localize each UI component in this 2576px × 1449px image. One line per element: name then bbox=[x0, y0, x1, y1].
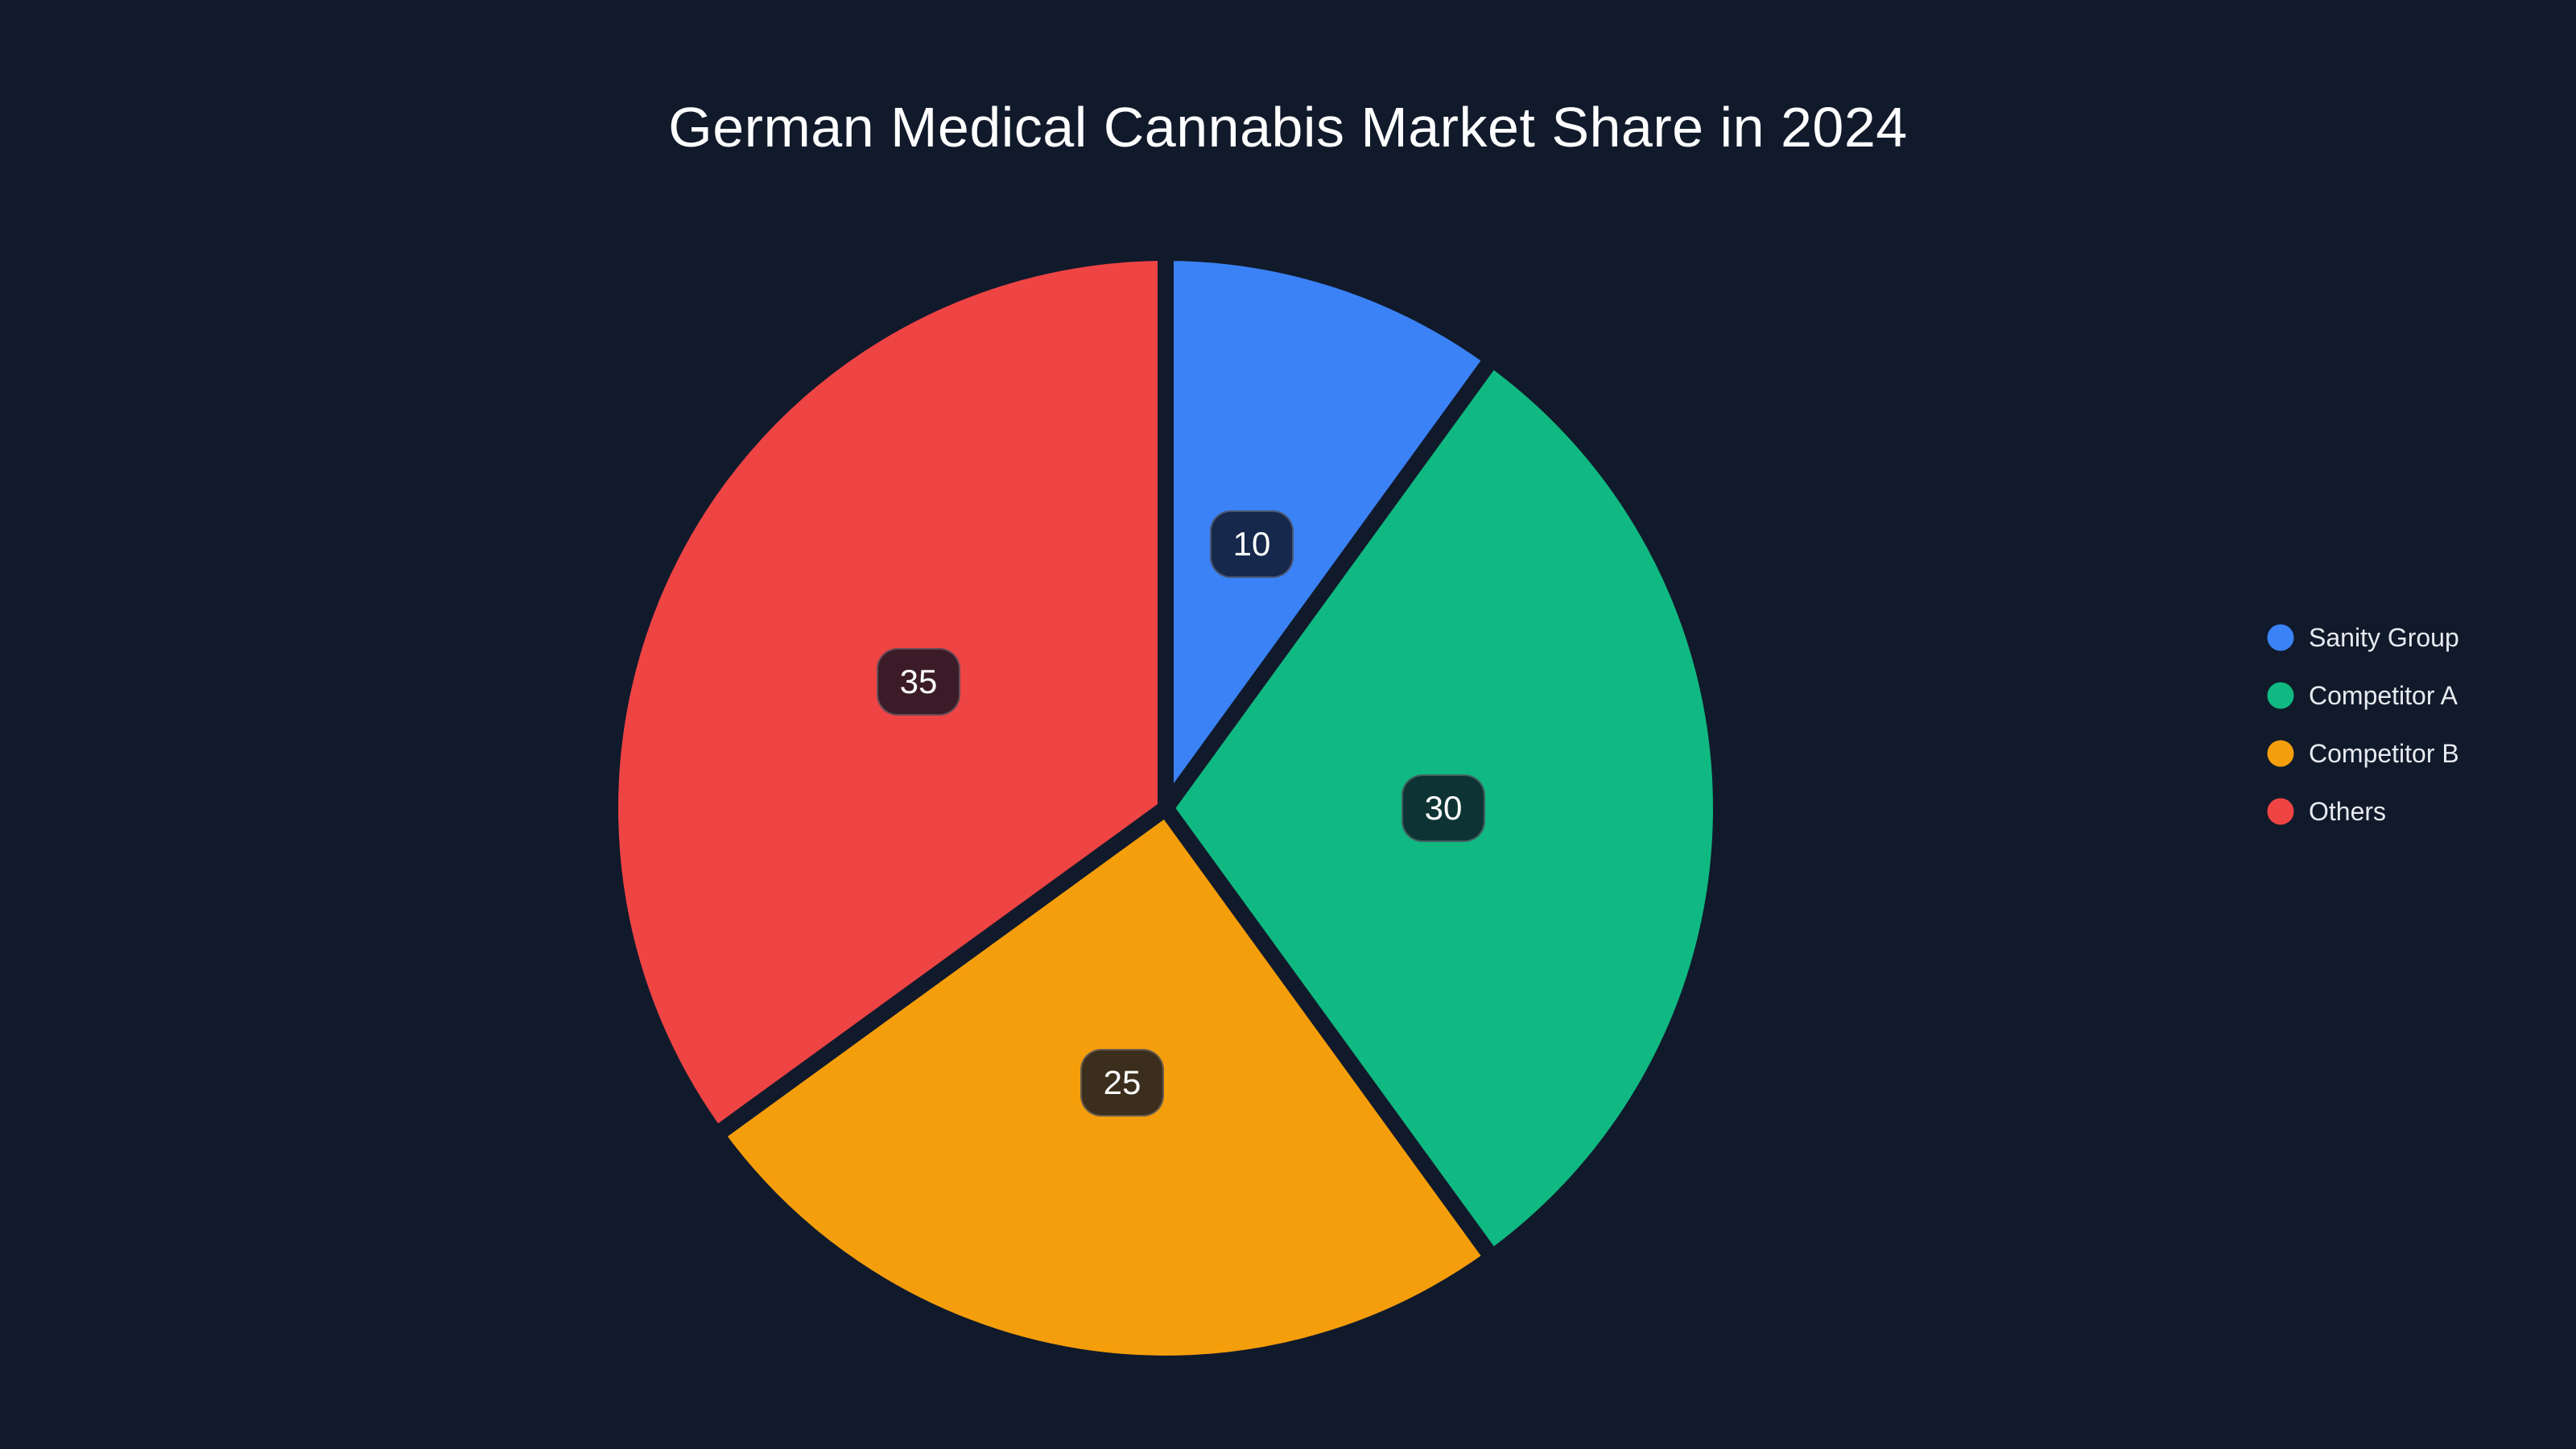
legend-item-sanity-group[interactable]: Sanity Group bbox=[2267, 609, 2459, 667]
pie-slice-sanity-group[interactable] bbox=[1158, 245, 1501, 816]
legend-item-label: Sanity Group bbox=[2309, 622, 2459, 652]
chart-legend: Sanity Group Competitor A Competitor B O… bbox=[2267, 609, 2459, 840]
chart-title: German Medical Cannabis Market Share in … bbox=[668, 96, 1908, 159]
legend-item-label: Competitor A bbox=[2309, 680, 2458, 710]
slice-value-label-competitor-b: 25 bbox=[1080, 1049, 1164, 1117]
slice-value-label-sanity-group: 10 bbox=[1210, 510, 1294, 578]
legend-item-label: Others bbox=[2309, 796, 2387, 826]
legend-item-competitor-b[interactable]: Competitor B bbox=[2267, 724, 2459, 782]
legend-swatch-icon bbox=[2267, 740, 2294, 767]
legend-item-competitor-a[interactable]: Competitor A bbox=[2267, 667, 2459, 724]
slice-value-label-competitor-a: 30 bbox=[1402, 774, 1485, 842]
legend-swatch-icon bbox=[2267, 624, 2294, 651]
legend-swatch-icon bbox=[2267, 798, 2294, 825]
legend-swatch-icon bbox=[2267, 682, 2294, 709]
slice-value-label-others: 35 bbox=[877, 648, 960, 716]
legend-item-others[interactable]: Others bbox=[2267, 782, 2459, 840]
pie-chart bbox=[602, 245, 1729, 1372]
legend-item-label: Competitor B bbox=[2309, 738, 2459, 768]
